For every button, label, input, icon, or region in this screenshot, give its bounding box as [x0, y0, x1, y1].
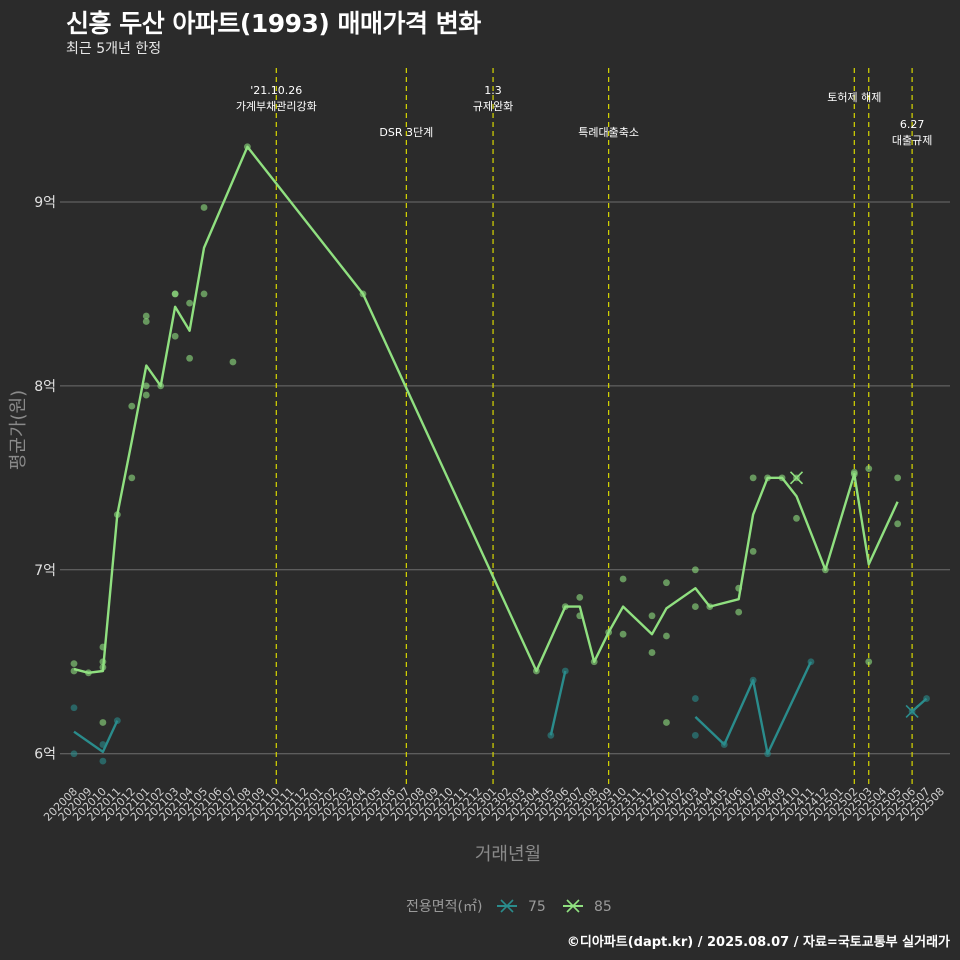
y-axis-title: 평균가(원) — [8, 390, 29, 470]
data-point — [70, 750, 78, 758]
event-lines — [275, 68, 913, 785]
cross-marker — [905, 704, 919, 718]
data-point — [648, 612, 656, 620]
legend-label: 75 — [528, 899, 546, 915]
data-point — [691, 695, 699, 702]
series-line — [694, 661, 812, 755]
chart-title: 신흥 두산 아파트(1993) 매매가격 변화 — [66, 9, 481, 38]
data-point — [200, 290, 208, 298]
event-label: 1.3 — [484, 84, 502, 97]
legend-label: 85 — [594, 899, 612, 915]
data-point — [561, 667, 569, 675]
series-line — [549, 670, 567, 736]
data-point — [128, 402, 136, 410]
data-point — [171, 332, 179, 340]
legend-key-cross — [500, 899, 514, 913]
event-label: 토허제 해제 — [827, 90, 881, 104]
data-point — [749, 474, 757, 482]
data-point — [619, 575, 627, 583]
data-point — [663, 719, 670, 726]
event-label: '21.10.26 — [250, 84, 302, 97]
data-point — [865, 465, 873, 473]
data-point — [691, 603, 699, 610]
y-tick-labels: 6억 7억 8억 9억 — [34, 195, 56, 763]
event-label: 6.27 — [900, 118, 925, 131]
event-label: 특례대출축소 — [578, 126, 639, 139]
data-point — [894, 520, 902, 528]
event-label: 가계부채관리강화 — [236, 100, 317, 113]
data-point — [576, 593, 584, 601]
event-label: DSR 3단계 — [379, 126, 433, 139]
series-layer — [70, 143, 930, 765]
x-axis-title: 거래년월 — [475, 844, 541, 865]
data-point — [128, 474, 136, 482]
data-point — [142, 391, 150, 399]
data-point — [70, 704, 78, 712]
data-point — [663, 579, 670, 587]
y-tick-label: 7억 — [34, 563, 56, 579]
legend-key-cross — [566, 899, 580, 913]
data-point — [547, 731, 555, 739]
data-point — [793, 514, 800, 522]
data-point — [186, 299, 194, 307]
data-point — [749, 548, 757, 555]
grid-lines — [60, 201, 950, 755]
data-point — [691, 566, 699, 574]
data-point — [200, 204, 208, 211]
data-point — [663, 632, 670, 640]
event-label: 규제완화 — [473, 100, 513, 113]
data-point — [865, 658, 873, 666]
data-point — [648, 649, 656, 656]
data-point — [142, 318, 150, 325]
series-line — [73, 720, 119, 754]
data-point — [142, 382, 150, 390]
data-point — [186, 354, 194, 362]
data-point — [99, 719, 107, 726]
legend: 전용면적(㎡) 75 85 — [406, 899, 612, 915]
data-point — [894, 474, 902, 482]
source-caption: ©디아파트(dapt.kr) / 2025.08.07 / 자료=국토교통부 실… — [566, 935, 950, 950]
legend-items: 75 85 — [497, 899, 612, 915]
data-point — [691, 731, 699, 739]
series-line — [73, 145, 899, 674]
legend-title: 전용면적(㎡) — [406, 899, 482, 915]
data-point — [735, 608, 743, 616]
x-tick-labels: 2020082020092020102020112020122021012021… — [41, 785, 947, 824]
cross-marker — [789, 471, 804, 485]
data-point — [142, 312, 150, 320]
y-tick-label: 9억 — [34, 195, 56, 211]
data-point — [99, 757, 107, 765]
data-point — [619, 630, 627, 638]
data-point — [70, 660, 78, 668]
chart-subtitle: 최근 5개년 한정 — [66, 41, 162, 57]
data-point — [229, 358, 237, 366]
event-label: 대출규제 — [892, 134, 932, 147]
y-tick-label: 8억 — [34, 379, 56, 395]
data-point — [171, 290, 179, 298]
y-tick-label: 6억 — [34, 747, 56, 763]
